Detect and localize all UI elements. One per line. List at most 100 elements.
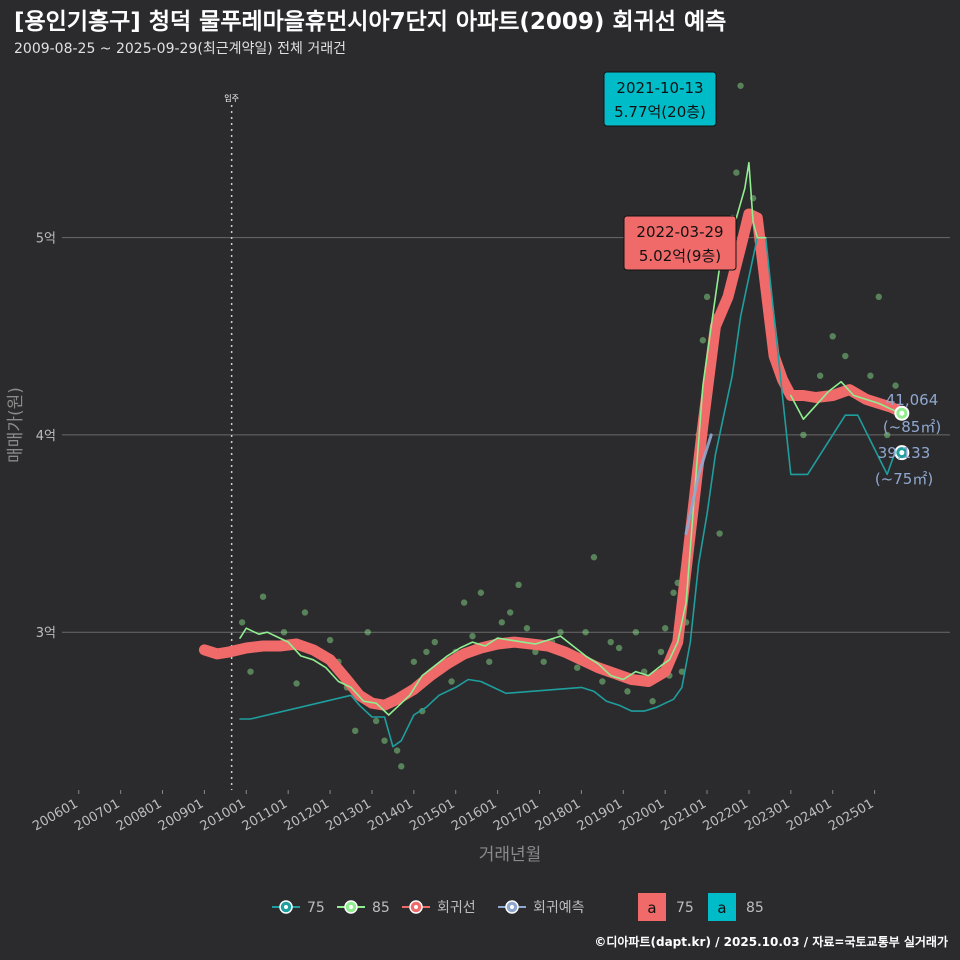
y-tick-label: 5억	[36, 232, 56, 247]
point-73	[842, 352, 849, 360]
callouts: 2021-10-13 5.77억(20층) 2022-03-29 5.02억(9층)	[603, 71, 737, 271]
legend-label: 75	[307, 900, 325, 916]
point-12	[372, 717, 380, 725]
legend-marker-dot-regression	[414, 905, 418, 909]
legend-swatch-text: a	[717, 899, 726, 917]
point-7	[326, 636, 334, 644]
point-33	[523, 625, 531, 632]
series-line-forecast	[684, 433, 713, 536]
point-75	[867, 372, 874, 379]
y-tick-labels: 3억 4억 5억	[36, 232, 56, 642]
legend-label: 85	[372, 900, 390, 916]
point-37	[557, 628, 564, 636]
end-labels: 41,064 (~85㎡) 39,133 (~75㎡)	[875, 391, 941, 488]
legend-swatch-callout_teal	[708, 893, 736, 921]
move-in-marker: 입주	[224, 94, 239, 790]
point-44	[615, 644, 623, 652]
chart-title: [용인기흥구] 청덕 물푸레마을휴먼시아7단지 아파트(2009) 회귀선 예측	[14, 9, 726, 35]
legend-marker-dot-s75	[284, 905, 288, 909]
callout-box-1	[623, 215, 737, 271]
point-49	[657, 648, 665, 656]
point-76	[875, 293, 882, 301]
point-46	[632, 628, 640, 636]
point-3	[280, 628, 288, 636]
y-tick-label: 3억	[36, 626, 56, 641]
legend-label: 85	[746, 900, 764, 916]
point-32	[515, 581, 522, 589]
callout-value: 5.02억(9층)	[639, 247, 721, 265]
point-72	[829, 333, 836, 340]
point-20	[423, 648, 430, 656]
move-in-label: 입주	[224, 94, 239, 103]
y-axis-title: 매매가(원)	[6, 387, 26, 463]
point-39	[574, 664, 581, 671]
point-0	[238, 619, 246, 626]
point-18	[410, 658, 418, 665]
point-16	[398, 763, 405, 770]
point-67	[737, 82, 744, 89]
legend-swatch-callout_red	[638, 893, 666, 921]
chart-subtitle: 2009-08-25 ~ 2025-09-29(최근계약일) 전체 거래건	[14, 41, 346, 57]
callout-value: 5.77억(20층)	[614, 103, 706, 121]
point-13	[381, 737, 388, 744]
footer-credit: ©디아파트(dapt.kr) / 2025.10.03 / 자료=국토교통부 실…	[594, 934, 948, 949]
point-5	[301, 609, 309, 616]
point-1	[247, 668, 254, 675]
x-axis-title: 거래년월	[479, 845, 542, 865]
series-line-regression	[198, 208, 906, 711]
point-31	[506, 609, 514, 616]
legend-label: 회귀예측	[533, 900, 585, 916]
legend-marker-dot-forecast	[510, 905, 514, 909]
point-27	[477, 589, 485, 596]
legend: 75 85 회귀선 회귀예측 a 75 a 85	[272, 893, 764, 921]
callout-box-0	[603, 71, 717, 127]
point-54	[678, 668, 686, 675]
point-15	[393, 747, 401, 754]
point-11	[364, 628, 371, 636]
point-43	[607, 638, 614, 646]
legend-marker-dot-s85	[349, 905, 353, 909]
end-label-price: 39,133	[878, 444, 931, 462]
series-line-s85	[239, 161, 903, 716]
point-4	[293, 680, 300, 687]
point-59	[699, 337, 707, 344]
point-50	[661, 625, 669, 632]
point-34	[532, 648, 539, 656]
point-25	[460, 599, 468, 606]
legend-label: 75	[676, 900, 694, 916]
grid-layer	[62, 237, 950, 633]
point-70	[800, 431, 807, 439]
point-78	[892, 382, 899, 389]
callout-date: 2022-03-29	[636, 223, 723, 241]
point-77	[883, 431, 891, 439]
end-label-area: (~75㎡)	[875, 470, 933, 488]
point-2	[259, 593, 267, 600]
end-markers	[894, 405, 910, 461]
end-marker-dot-s75	[899, 450, 905, 456]
point-23	[448, 678, 455, 685]
point-42	[599, 678, 606, 685]
point-60	[703, 293, 711, 301]
point-30	[498, 619, 506, 626]
point-48	[649, 698, 656, 705]
legend-label: 회귀선	[437, 900, 476, 916]
point-40	[582, 628, 589, 636]
point-66	[733, 169, 740, 176]
end-marker-dot-s85	[899, 410, 905, 416]
callout-date: 2021-10-13	[616, 79, 703, 97]
point-63	[716, 530, 723, 537]
y-tick-label: 4억	[36, 429, 56, 444]
series-lines	[198, 161, 906, 748]
point-10	[352, 727, 359, 735]
point-45	[624, 688, 631, 695]
point-26	[469, 632, 476, 640]
point-71	[816, 372, 824, 379]
end-label-area: (~85㎡)	[883, 418, 941, 436]
legend-swatch-text: a	[647, 899, 656, 917]
point-21	[431, 638, 438, 646]
point-28	[486, 658, 493, 665]
point-35	[540, 658, 547, 665]
